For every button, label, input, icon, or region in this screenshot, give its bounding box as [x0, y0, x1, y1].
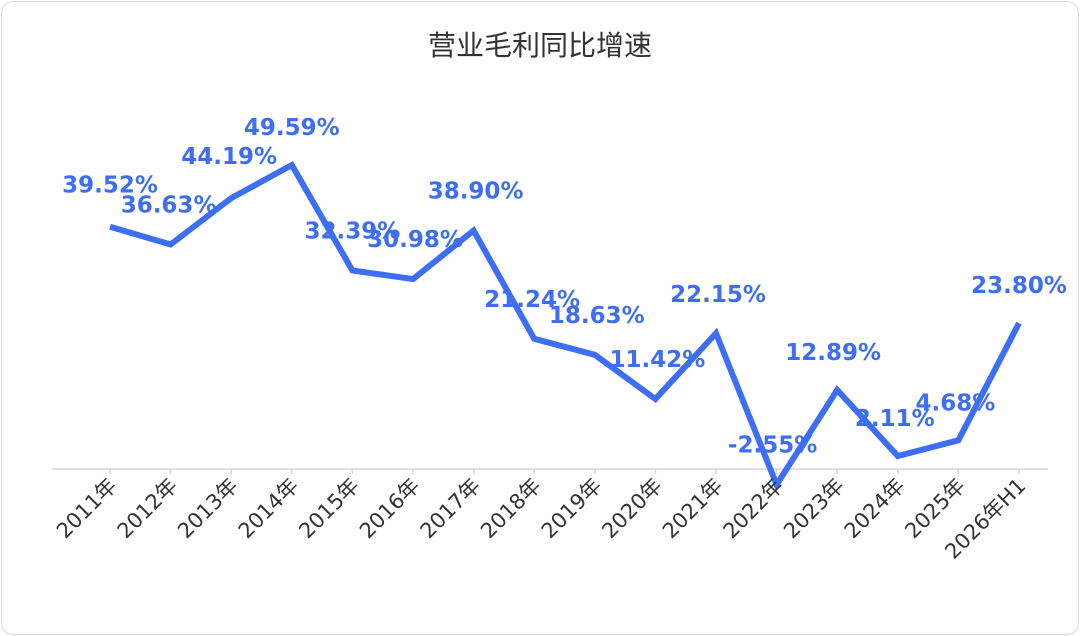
x-tick-label: 2019年: [537, 474, 607, 544]
x-tick-label: 2022年: [719, 474, 789, 544]
x-tick-label: 2021年: [658, 474, 728, 544]
data-label: -2.55%: [728, 433, 817, 459]
data-label: 12.89%: [785, 340, 881, 366]
x-tick-label: 2018年: [476, 474, 546, 544]
data-label: 39.52%: [62, 173, 158, 199]
x-tick-label: 2015年: [294, 474, 364, 544]
data-label: 22.15%: [670, 282, 766, 308]
x-tick-label: 2011年: [52, 474, 122, 544]
data-label: 30.98%: [367, 227, 463, 253]
data-label: 36.63%: [121, 192, 217, 218]
data-label: 23.80%: [971, 273, 1067, 299]
x-tick-label: 2020年: [597, 474, 667, 544]
x-tick-label: 2024年: [840, 474, 910, 544]
data-label: 44.19%: [181, 144, 277, 170]
x-tick-label: 2016年: [355, 474, 425, 544]
data-label: 11.42%: [610, 347, 706, 373]
data-label: 32.39%: [305, 218, 401, 244]
x-tick-label: 2014年: [234, 474, 304, 544]
x-tick-label: 2012年: [113, 474, 183, 544]
x-tick-label: 2013年: [173, 474, 243, 544]
x-tick-label: 2023年: [779, 474, 849, 544]
data-label: 2.11%: [855, 406, 935, 432]
chart-title: 营业毛利同比增速: [427, 29, 652, 62]
x-tick-label: 2017年: [416, 474, 486, 544]
data-label: 18.63%: [549, 303, 645, 329]
data-label: 49.59%: [244, 115, 340, 141]
data-label: 21.24%: [484, 287, 580, 313]
series-line: [109, 160, 1022, 492]
data-label: 38.90%: [428, 179, 524, 205]
data-label: 4.68%: [916, 390, 996, 416]
